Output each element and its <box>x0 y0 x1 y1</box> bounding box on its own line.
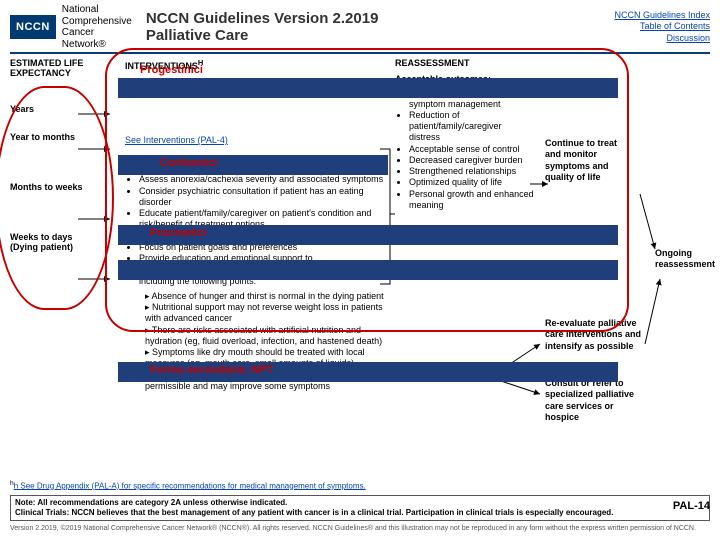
note-line-2: Clinical Trials: NCCN believes that the … <box>15 508 705 518</box>
annotation-label-procinetici: Procinetici <box>150 227 206 239</box>
logo-line-2: Comprehensive <box>62 16 132 28</box>
interv-bullet: Provide education and emotional support … <box>139 253 385 287</box>
heading-life-expectancy: ESTIMATED LIFE EXPECTANCY <box>10 58 90 78</box>
flow-continue: Continue to treat and monitor symptoms a… <box>545 138 635 183</box>
col-life-expectancy: ESTIMATED LIFE EXPECTANCY Years Year to … <box>10 58 90 252</box>
link-see-interventions[interactable]: See Interventions (PAL-4) <box>125 135 228 145</box>
nccn-logo: NCCN <box>10 15 56 39</box>
logo-line-4: Network® <box>62 39 132 51</box>
life-weeks-to-days: Weeks to days (Dying patient) <box>10 232 90 252</box>
link-drug-appendix[interactable]: h See Drug Appendix (PAL-A) for specific… <box>14 481 366 490</box>
main-content: ESTIMATED LIFE EXPECTANCY Years Year to … <box>0 54 720 478</box>
interv-bullet: Assess anorexia/cachexia severity and as… <box>139 174 385 185</box>
logo-line-3: Cancer <box>62 27 132 39</box>
page-footer: hh See Drug Appendix (PAL-A) for specifi… <box>10 480 710 534</box>
link-toc[interactable]: Table of Contents <box>614 21 710 32</box>
interv-sub-bullet: Absence of hunger and thirst is normal i… <box>145 291 385 302</box>
logo-line-1: National <box>62 4 132 16</box>
note-box: Note: All recommendations are category 2… <box>10 495 710 521</box>
guideline-version-title: NCCN Guidelines Version 2.2019 <box>146 10 379 27</box>
reassess-item: Decreased caregiver burden <box>409 155 535 166</box>
col-reassessment: REASSESSMENT Acceptable outcomes: Adequa… <box>395 58 535 211</box>
interventions-bullets: Treat reversible causes of anorexia (See… <box>125 163 385 287</box>
flow-refer: Consult or refer to specialized palliati… <box>545 378 645 423</box>
if-unacceptable-label: If unacceptable <box>425 372 491 382</box>
life-years: Years <box>10 104 90 114</box>
reassess-lead: Acceptable outcomes: <box>395 74 535 85</box>
copyright-fine-print: Version 2.2019, ©2019 National Comprehen… <box>10 525 710 534</box>
heading-reassessment: REASSESSMENT <box>395 58 535 68</box>
reassess-item: Adequate anorexia/cachexia symptom manag… <box>409 87 535 110</box>
reassess-item: Personal growth and enhanced meaning <box>409 189 535 212</box>
reassess-item: Strengthened relationships <box>409 166 535 177</box>
header-nav-links: NCCN Guidelines Index Table of Contents … <box>614 10 710 44</box>
interv-bullet: Focus on patient goals and preferences <box>139 242 385 253</box>
reassess-item: Optimized quality of life <box>409 177 535 188</box>
flow-ongoing: Ongoing reassessment <box>655 248 720 271</box>
flow-reeval: Re-evaluate palliative care intervention… <box>545 318 645 352</box>
annotation-label-nutrizione: Forma secondaria: NPT <box>150 364 273 376</box>
annotation-label-cortisonici: Cortisonici <box>160 157 217 169</box>
logo-text: National Comprehensive Cancer Network® <box>62 4 132 50</box>
annotation-label-progestinici: Progestinici <box>140 64 203 76</box>
link-discussion[interactable]: Discussion <box>614 33 710 44</box>
note-line-1: Note: All recommendations are category 2… <box>15 498 705 508</box>
col-interventions: INTERVENTIONSh See Interventions (PAL-4)… <box>125 58 385 392</box>
interv-sub-bullet: Nutritional support may not reverse weig… <box>145 302 385 325</box>
interv-bullet: Consider psychiatric consultation if pat… <box>139 186 385 209</box>
reassess-item: Acceptable sense of control <box>409 144 535 155</box>
reassess-item: Reduction of patient/family/caregiver di… <box>409 110 535 144</box>
page-code: PAL-14 <box>673 500 710 512</box>
link-guidelines-index[interactable]: NCCN Guidelines Index <box>614 10 710 21</box>
logo-block: NCCN National Comprehensive Cancer Netwo… <box>10 4 132 50</box>
reassessment-block: Acceptable outcomes: Adequate anorexia/c… <box>395 74 535 211</box>
title-block: NCCN Guidelines Version 2.2019 Palliativ… <box>146 10 379 44</box>
interventions-sub-bullets: Absence of hunger and thirst is normal i… <box>125 291 385 392</box>
life-months-to-weeks: Months to weeks <box>10 182 90 192</box>
footnote-h: hh See Drug Appendix (PAL-A) for specifi… <box>10 480 710 492</box>
life-year-to-months: Year to months <box>10 132 90 142</box>
guideline-topic-title: Palliative Care <box>146 27 379 44</box>
reassess-list: Adequate anorexia/cachexia symptom manag… <box>395 87 535 211</box>
interv-sub-bullet: There are risks associated with artifici… <box>145 325 385 348</box>
col-flow: Continue to treat and monitor symptoms a… <box>545 58 710 183</box>
page-header: NCCN National Comprehensive Cancer Netwo… <box>0 0 720 50</box>
